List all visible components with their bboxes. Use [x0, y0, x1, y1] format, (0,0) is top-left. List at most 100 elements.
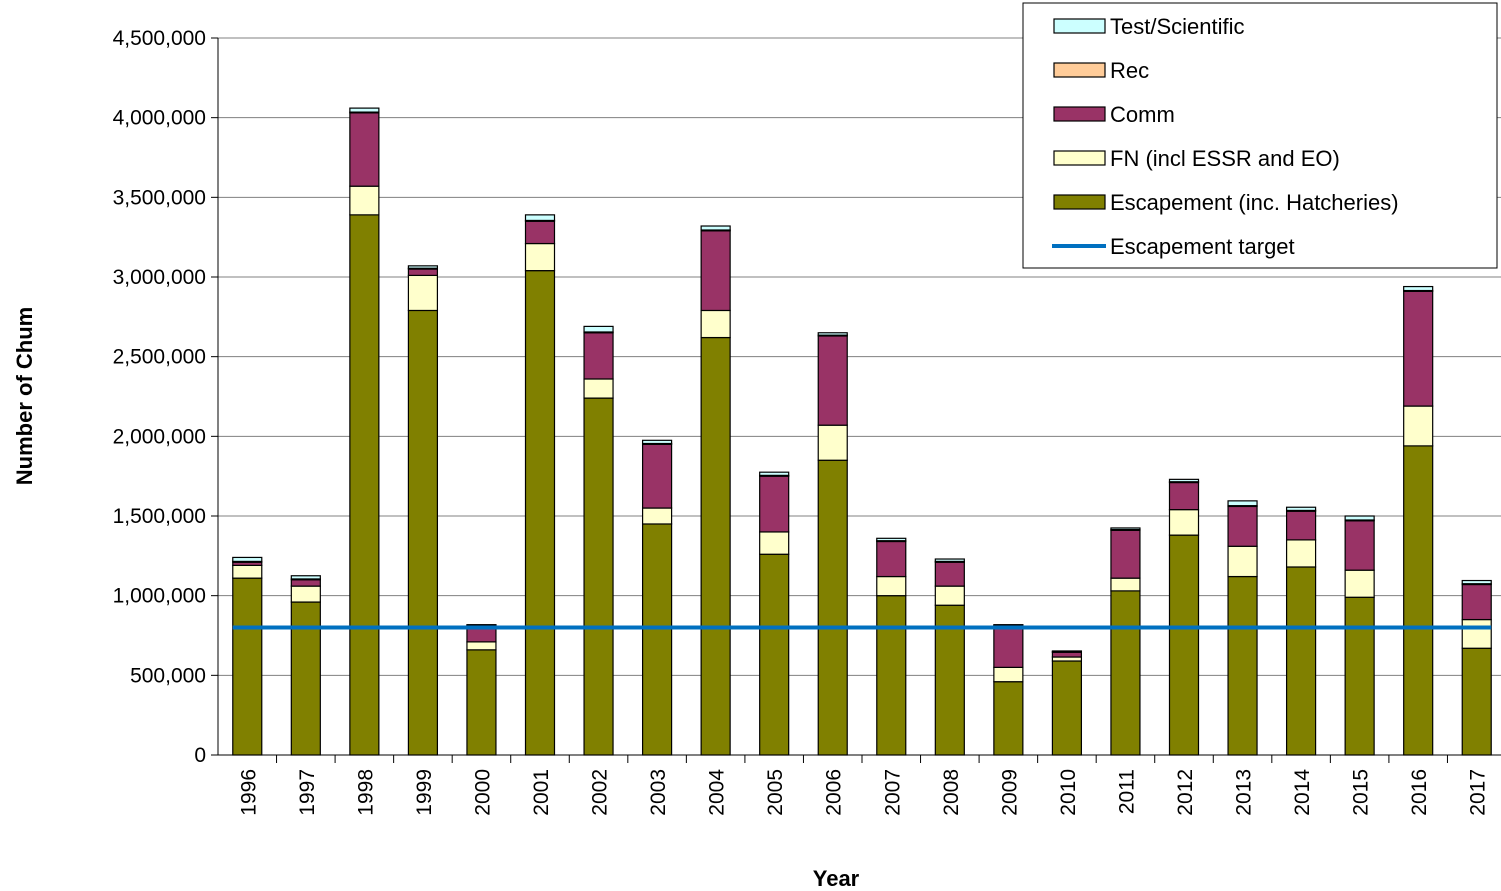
bar-segment [1168, 481, 1200, 511]
legend-label: Escapement (inc. Hatcheries) [1110, 190, 1399, 215]
bar-segment [349, 112, 380, 187]
bar-segment [1110, 577, 1141, 592]
bar-segment [759, 475, 790, 533]
bar-segment [1461, 647, 1492, 756]
x-tick-label: 2011 [1115, 769, 1138, 814]
bar-segment [700, 336, 731, 756]
bar-segment [993, 666, 1024, 683]
legend-label: Rec [1110, 58, 1149, 83]
bar-segment [466, 624, 497, 627]
x-tick-label: 2010 [1057, 769, 1080, 816]
bar-segment [407, 309, 439, 756]
bar-segment [349, 214, 380, 756]
bar-segment [349, 185, 380, 216]
bar-segment [407, 274, 439, 312]
bar-segment [1110, 527, 1141, 531]
x-tick-label: 2000 [471, 769, 494, 816]
legend-label: FN (incl ESSR and EO) [1110, 146, 1340, 171]
bar-segment [524, 242, 556, 272]
bar-segment [817, 335, 848, 426]
bar-segment [934, 558, 965, 563]
x-tick-label: 2013 [1233, 769, 1256, 816]
bar-segment [1227, 575, 1258, 756]
bar-segment [524, 214, 556, 222]
bar-segment [1461, 618, 1492, 649]
legend-label: Test/Scientific [1110, 14, 1245, 39]
bar-segment [876, 595, 907, 756]
bar-segment [876, 537, 907, 542]
bar-segment [759, 471, 790, 476]
bars [232, 107, 1492, 756]
x-tick-label: 1996 [237, 769, 260, 816]
bar-segment [1168, 534, 1200, 756]
bar-segment [1403, 285, 1434, 292]
bar-segment [993, 624, 1024, 627]
x-axis-title: Year [813, 866, 860, 891]
bar-segment [700, 225, 731, 231]
y-axis-title: Number of Chum [12, 307, 37, 485]
bar-segment [1110, 590, 1141, 756]
bar-segment [290, 585, 321, 603]
bar-segment [349, 107, 380, 113]
x-tick-label: 2017 [1467, 769, 1490, 816]
x-tick-label: 2012 [1174, 769, 1197, 816]
bar-segment [1461, 583, 1492, 621]
x-tick-label: 1997 [296, 769, 319, 816]
y-tick-label: 4,500,000 [113, 27, 206, 50]
bar-segment [290, 579, 321, 587]
x-tick-label: 2008 [940, 769, 963, 816]
y-tick-label: 4,000,000 [113, 107, 206, 130]
x-tick-label: 2007 [881, 769, 904, 816]
x-tick-label: 2006 [823, 769, 846, 816]
x-tick-label: 2005 [764, 769, 787, 816]
bar-segment [993, 681, 1024, 756]
bar-segment [759, 531, 790, 555]
bar-segment [641, 439, 673, 445]
bar-segment [1051, 650, 1083, 653]
bar-segment [583, 325, 614, 333]
bar-segment [1285, 510, 1317, 541]
legend-label: Comm [1110, 102, 1175, 127]
bar-segment [1227, 505, 1258, 547]
bar-segment [466, 649, 497, 756]
bar-segment [290, 575, 321, 580]
x-tick-label: 2002 [589, 769, 612, 816]
y-tick-label: 1,000,000 [113, 585, 206, 608]
bar-segment [817, 459, 848, 756]
legend-swatch [1053, 194, 1106, 210]
bar-segment [1403, 405, 1434, 447]
bar-segment [993, 625, 1024, 668]
bar-segment [700, 309, 731, 339]
bar-segment [1227, 545, 1258, 578]
x-tick-label: 2014 [1291, 769, 1314, 816]
bar-segment [876, 575, 907, 597]
bar-segment [1110, 529, 1141, 579]
bar-segment [407, 265, 439, 269]
bar-segment [1051, 651, 1083, 658]
bar-segment [1285, 539, 1317, 568]
bar-segment [1403, 290, 1434, 407]
legend: Test/Scientific Rec Comm FN (incl ESSR and … [1022, 2, 1498, 269]
legend-label: Escapement target [1110, 234, 1295, 259]
y-tick-label: 3,000,000 [113, 266, 206, 289]
y-tick-label: 0 [194, 744, 206, 767]
bar-segment [232, 577, 263, 756]
bar-segment [1285, 566, 1317, 756]
x-tick-label: 1999 [413, 769, 436, 816]
x-tick-label: 2015 [1350, 769, 1373, 816]
x-tick-label: 2001 [530, 769, 553, 816]
bar-segment [700, 230, 731, 312]
x-tick-label: 2003 [647, 769, 670, 816]
y-tick-label: 3,500,000 [113, 186, 206, 209]
bar-segment [524, 220, 556, 245]
bar-segment [290, 601, 321, 756]
x-tick-label: 2016 [1408, 769, 1431, 816]
x-tick-label: 1998 [354, 769, 377, 816]
legend-swatch [1053, 150, 1106, 166]
bar-segment [1285, 506, 1317, 512]
bar-segment [934, 585, 965, 606]
bar-segment [583, 332, 614, 380]
bar-segment [466, 641, 497, 651]
legend-swatch [1053, 18, 1106, 34]
